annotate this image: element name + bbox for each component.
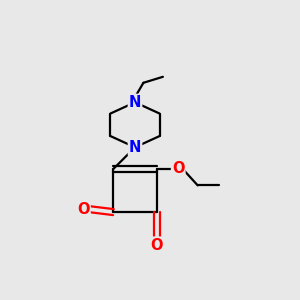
Text: O: O [172,161,184,176]
Text: O: O [77,202,90,217]
Text: O: O [150,238,163,253]
Text: N: N [129,95,141,110]
Text: N: N [129,140,141,155]
